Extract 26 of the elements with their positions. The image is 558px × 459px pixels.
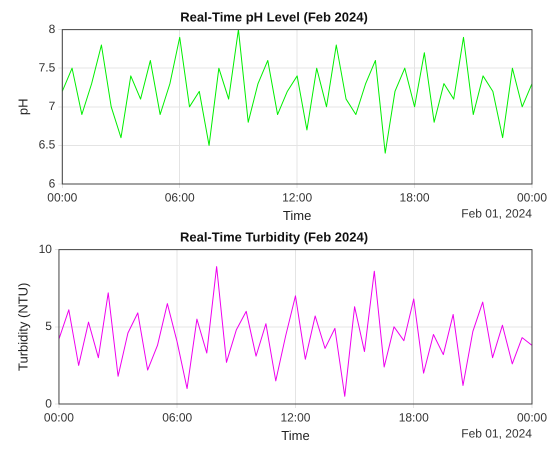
x-tick-label: 00:00	[516, 190, 548, 205]
text: Feb 01, 2024	[461, 206, 532, 220]
x-tick-label: 00:00	[47, 190, 78, 205]
y-tick-label: 0	[45, 396, 52, 410]
y-tick-label: 10	[38, 242, 52, 256]
x-axis-title: Time	[282, 208, 312, 223]
x-tick-label: 18:00	[398, 410, 430, 425]
chart-title: Real-Time pH Level (Feb 2024)	[180, 9, 368, 24]
y-axis-title: Turbidity (NTU)	[15, 282, 30, 371]
x-tick-label: 00:00	[44, 410, 74, 425]
y-tick-label: 7.5	[38, 60, 56, 75]
y-tick-label: 7	[48, 99, 56, 114]
chart-title: Real-Time Turbidity (Feb 2024)	[180, 229, 368, 244]
x-tick-label: 12:00	[280, 410, 311, 425]
y-tick-label: 6.5	[38, 138, 56, 152]
x-axis-title: Time	[281, 428, 310, 443]
text: Feb 01, 2024	[461, 426, 532, 440]
y-tick-label: 5	[45, 319, 52, 334]
x-tick-label: 18:00	[400, 190, 430, 205]
x-tick-label: 06:00	[164, 190, 196, 205]
x-tick-label: 00:00	[516, 410, 548, 425]
y-tick-label: 6	[48, 176, 56, 190]
y-axis-title: pH	[15, 98, 30, 116]
y-tick-label: 8	[48, 22, 56, 36]
x-tick-label: 06:00	[162, 410, 193, 425]
x-tick-label: 12:00	[282, 190, 312, 205]
